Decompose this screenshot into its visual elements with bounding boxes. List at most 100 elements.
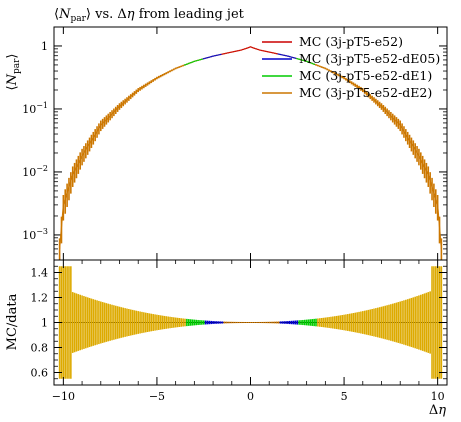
main-series-segment <box>110 113 113 116</box>
main-series-segment <box>102 122 105 124</box>
main-series-segment <box>428 177 431 182</box>
main-series-segment <box>128 96 131 99</box>
main-series-segment <box>355 85 358 87</box>
x-tick-label: 0 <box>247 390 254 403</box>
main-series-segment <box>82 152 85 155</box>
main-series-segment <box>423 165 426 168</box>
main-series-segment <box>89 140 92 143</box>
main-series-segment <box>417 154 420 157</box>
ratio-y-tick-label: 1 <box>41 317 48 330</box>
main-series-segment <box>109 114 112 117</box>
main-series-segment <box>409 140 412 143</box>
main-series-segment <box>407 137 410 140</box>
main-series-segment <box>356 85 359 88</box>
main-series-segment <box>436 201 439 206</box>
main-series-segment <box>352 82 354 85</box>
main-series-segment <box>100 123 103 126</box>
main-series-segment <box>127 97 130 100</box>
main-series-segment <box>395 120 397 122</box>
main-y-tick-label: 1 <box>41 40 48 53</box>
main-series-segment <box>151 79 154 82</box>
main-series-segment <box>382 106 384 109</box>
main-series-segment <box>117 106 119 109</box>
main-series-segment <box>373 99 376 102</box>
main-series-segment <box>85 147 88 151</box>
main-series-segment <box>59 226 63 238</box>
main-series-segment <box>427 174 430 179</box>
main-y-tick-label: 10−2 <box>22 164 48 179</box>
main-series-segment <box>153 78 156 81</box>
main-series-segment <box>74 166 77 170</box>
main-series-segment <box>354 84 356 86</box>
main-y-tick-label: 10−1 <box>22 101 48 116</box>
main-series-segment <box>437 204 440 216</box>
main-series-segment <box>137 88 140 91</box>
main-series-segment <box>99 124 102 128</box>
main-series-segment <box>125 99 128 102</box>
main-series-segment <box>399 124 402 128</box>
main-series-segment <box>106 117 109 120</box>
main-series-segment <box>94 132 97 135</box>
main-series-segment <box>386 111 389 114</box>
main-series-segment <box>152 79 155 81</box>
main-series-segment <box>91 137 94 140</box>
main-series-segment <box>133 92 135 95</box>
main-series-segment <box>67 186 70 191</box>
main-series-segment <box>401 128 404 131</box>
main-series-segment <box>104 120 106 122</box>
main-series-segment <box>88 143 91 146</box>
main-series-segment <box>404 132 407 135</box>
main-series-segment <box>96 129 99 132</box>
main-series-segment <box>357 86 360 89</box>
main-series-segment <box>381 105 383 108</box>
main-series-segment <box>359 87 362 90</box>
ratio-y-tick-label: 1.2 <box>31 292 49 305</box>
main-series-segment <box>86 146 89 149</box>
main-series-segment <box>90 138 93 141</box>
main-series-segment <box>89 141 92 144</box>
main-series-segment <box>403 131 406 134</box>
main-series-segment <box>389 114 392 117</box>
main-series-segment <box>150 80 153 83</box>
x-tick-label: −10 <box>52 390 75 403</box>
main-series-segment <box>420 159 423 162</box>
main-series-segment <box>397 122 400 125</box>
main-series-segment <box>398 123 401 126</box>
main-series-segment <box>374 100 377 102</box>
main-series-segment <box>63 198 66 203</box>
main-series-segment <box>135 90 138 93</box>
main-series-segment <box>353 83 355 86</box>
main-series-segment <box>124 100 127 102</box>
main-series-segment <box>364 91 366 93</box>
main-series-segment <box>361 88 364 91</box>
main-series-segment <box>433 192 436 197</box>
main-series-segment <box>350 81 352 84</box>
main-series-segment <box>115 108 118 111</box>
main-series-segment <box>107 116 110 119</box>
main-series-segment <box>380 105 382 107</box>
main-series-segment <box>84 149 87 152</box>
main-series-segment <box>425 170 428 174</box>
main-series-segment <box>95 131 98 134</box>
x-tick-label: 5 <box>341 390 348 403</box>
main-series-segment <box>135 91 137 93</box>
main-series-segment <box>426 172 429 176</box>
main-series-segment <box>424 166 427 170</box>
main-series-segment <box>358 87 361 89</box>
main-series-segment <box>439 237 442 249</box>
legend: MC (3j-pT5-e52) MC (3j-pT5-e52-dE05) MC (3… <box>262 34 440 100</box>
main-series-segment <box>343 77 346 80</box>
main-series-segment <box>78 159 81 162</box>
main-series-segment <box>64 195 67 200</box>
main-series-segment <box>362 89 365 92</box>
main-series-segment <box>83 150 86 154</box>
main-series-segment <box>345 78 348 81</box>
main-series-segment <box>368 94 370 97</box>
main-series-segment <box>349 81 351 83</box>
main-series-segment <box>105 119 107 121</box>
main-series-segment <box>421 161 424 164</box>
main-series-segment <box>388 113 391 116</box>
legend-label: MC (3j-pT5-e52-dE05) <box>299 51 440 66</box>
main-series-segment <box>419 157 422 160</box>
main-series-segment <box>139 87 142 90</box>
